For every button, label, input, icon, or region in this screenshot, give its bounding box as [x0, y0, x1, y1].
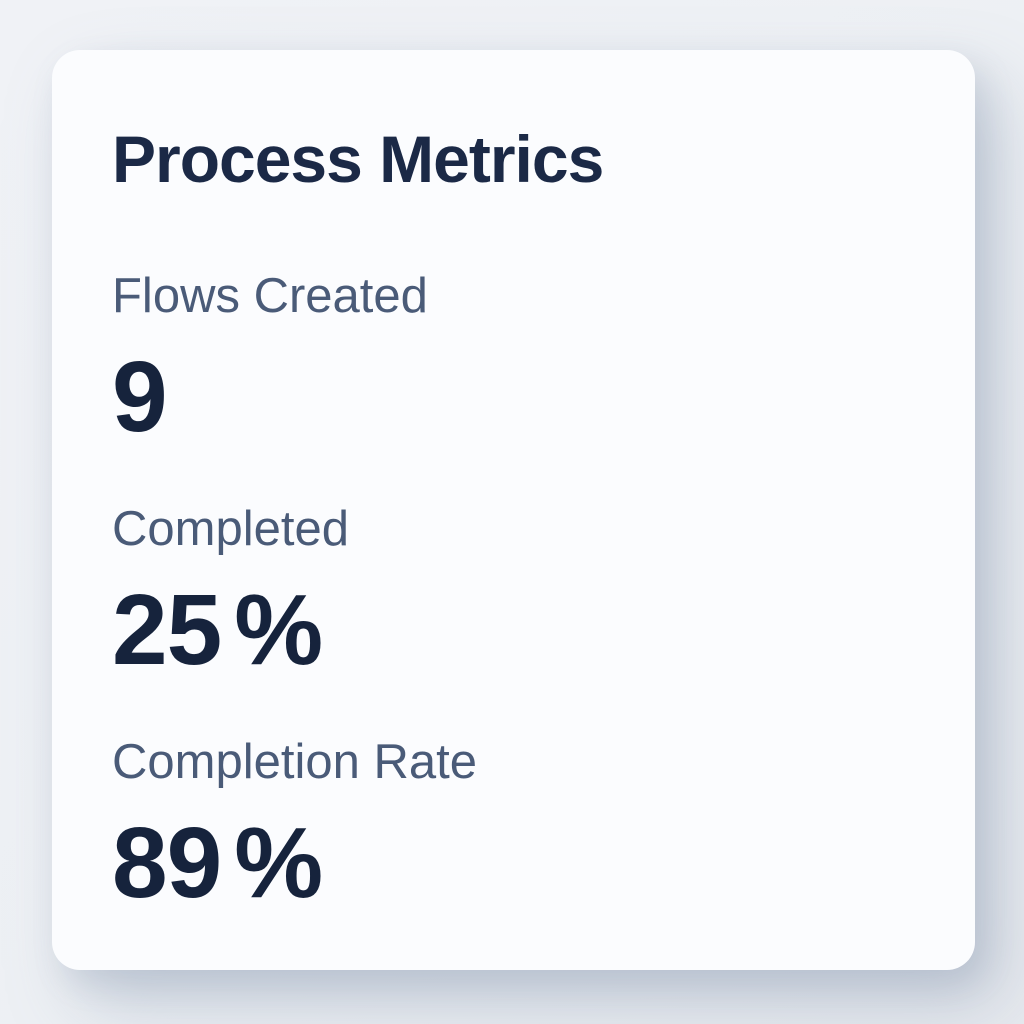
- process-metrics-card: Process Metrics Flows Created 9 Complete…: [52, 50, 975, 970]
- metric-value: 25%: [112, 580, 915, 680]
- metric-value-number: 25: [112, 574, 222, 686]
- metric-value-unit: %: [234, 574, 323, 686]
- metric-completed: Completed 25%: [112, 502, 915, 681]
- metric-value: 9: [112, 347, 915, 447]
- metric-label: Completed: [112, 502, 349, 556]
- metric-value-number: 89: [112, 807, 222, 919]
- metric-label: Completion Rate: [112, 735, 477, 789]
- metric-value: 89%: [112, 813, 915, 913]
- metric-value-number: 9: [112, 341, 168, 453]
- metric-label: Flows Created: [112, 269, 428, 323]
- metric-value-unit: %: [234, 807, 323, 919]
- metric-completion-rate: Completion Rate 89%: [112, 735, 915, 914]
- card-title: Process Metrics: [112, 122, 604, 196]
- metric-flows-created: Flows Created 9: [112, 269, 915, 448]
